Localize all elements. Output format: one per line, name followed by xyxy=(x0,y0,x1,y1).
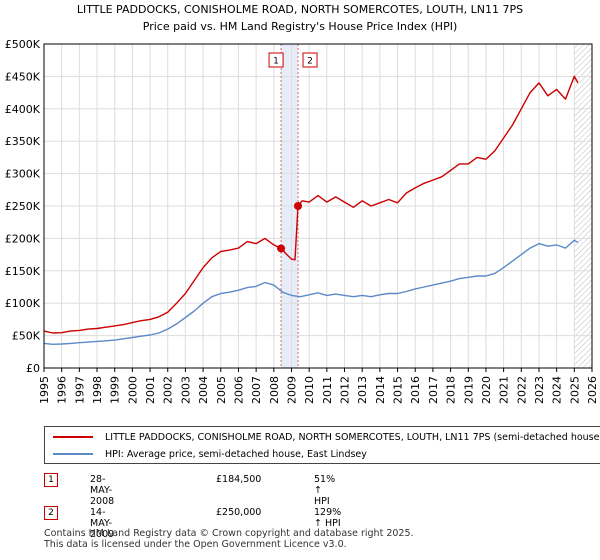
sale-label-box xyxy=(268,52,284,68)
legend-label-hpi: HPI: Average price, semi-detached house,… xyxy=(105,448,367,460)
x-tick-label: 2006 xyxy=(232,376,245,404)
x-tick-label: 2003 xyxy=(179,376,192,404)
legend-swatch-property xyxy=(53,436,93,438)
x-tick-label: 2024 xyxy=(551,376,564,404)
y-tick-label: £500K xyxy=(5,38,41,51)
legend-item-property: LITTLE PADDOCKS, CONISHOLME ROAD, NORTH … xyxy=(53,429,600,445)
x-tick-label: 1996 xyxy=(56,376,69,404)
x-tick-label: 1999 xyxy=(109,376,122,404)
sale-label-box xyxy=(302,52,318,68)
series-line-property xyxy=(43,75,579,334)
sale-point xyxy=(294,202,303,210)
sale-label-number: 2 xyxy=(307,57,313,67)
x-tick-label: 2005 xyxy=(215,376,228,404)
sale-price: £250,000 xyxy=(216,507,262,518)
chart-title: LITTLE PADDOCKS, CONISHOLME ROAD, NORTH … xyxy=(77,3,523,16)
x-tick-label: 1997 xyxy=(73,376,86,404)
x-tick-label: 2000 xyxy=(126,376,139,404)
x-tick-label: 2026 xyxy=(586,376,599,404)
sale-number-badge: 2 xyxy=(44,506,58,520)
x-tick-label: 2012 xyxy=(339,376,352,404)
sale-date: 28-MAY-2008 xyxy=(90,474,115,507)
x-tick-label: 2007 xyxy=(250,376,263,404)
x-tick-label: 2019 xyxy=(462,376,475,404)
x-tick-label: 2010 xyxy=(303,376,316,404)
sale-label-number: 1 xyxy=(273,57,279,67)
x-tick-label: 1998 xyxy=(91,376,104,404)
x-tick-label: 2017 xyxy=(427,376,440,404)
x-tick-label: 1995 xyxy=(38,376,51,404)
sale-hpi-change: 51% ↑ HPI xyxy=(314,474,336,507)
x-tick-label: 2021 xyxy=(498,376,511,404)
chart-subtitle: Price paid vs. HM Land Registry's House … xyxy=(143,20,458,33)
x-tick-label: 2011 xyxy=(321,376,334,404)
x-tick-label: 2015 xyxy=(392,376,405,404)
x-tick-label: 2016 xyxy=(409,376,422,404)
x-tick-label: 2013 xyxy=(356,376,369,404)
y-tick-label: £400K xyxy=(5,103,41,116)
series-line-hpi xyxy=(43,239,579,345)
x-tick-label: 2020 xyxy=(480,376,493,404)
footer-attribution: Contains HM Land Registry data © Crown c… xyxy=(44,528,414,550)
sale-point xyxy=(277,244,286,253)
y-tick-label: £0 xyxy=(26,362,40,375)
y-tick-label: £100K xyxy=(5,297,41,310)
footer-line-copyright: Contains HM Land Registry data © Crown c… xyxy=(44,528,414,539)
y-tick-label: £250K xyxy=(5,200,41,213)
legend-label-property: LITTLE PADDOCKS, CONISHOLME ROAD, NORTH … xyxy=(105,431,600,443)
x-tick-label: 2023 xyxy=(533,376,546,404)
x-tick-label: 2004 xyxy=(197,376,210,404)
sale-date: 14-MAY-2009 xyxy=(90,507,115,540)
y-tick-label: £50K xyxy=(12,330,41,343)
sale-hpi-change: 129% ↑ HPI xyxy=(314,507,342,529)
legend-swatch-hpi xyxy=(53,453,93,455)
x-tick-label: 2009 xyxy=(285,376,298,404)
legend-item-hpi: HPI: Average price, semi-detached house,… xyxy=(53,446,367,462)
x-tick-label: 2018 xyxy=(445,376,458,404)
x-tick-label: 2008 xyxy=(268,376,281,404)
x-tick-label: 2001 xyxy=(144,376,157,404)
x-tick-label: 2022 xyxy=(515,376,528,404)
plot-frame xyxy=(43,43,593,369)
x-tick-label: 2014 xyxy=(374,376,387,404)
sale-price: £184,500 xyxy=(216,474,262,485)
y-tick-label: £200K xyxy=(5,232,41,245)
y-tick-label: £350K xyxy=(5,135,41,148)
y-tick-label: £150K xyxy=(5,265,41,278)
y-tick-label: £300K xyxy=(5,168,41,181)
legend: LITTLE PADDOCKS, CONISHOLME ROAD, NORTH … xyxy=(44,426,600,464)
sale-number-badge: 1 xyxy=(44,473,58,487)
y-tick-label: £450K xyxy=(5,70,41,83)
footer-line-licence: This data is licensed under the Open Gov… xyxy=(44,538,347,550)
price-chart: LITTLE PADDOCKS, CONISHOLME ROAD, NORTH … xyxy=(5,3,599,404)
x-tick-label: 2025 xyxy=(568,376,581,404)
x-tick-label: 2002 xyxy=(162,376,175,404)
